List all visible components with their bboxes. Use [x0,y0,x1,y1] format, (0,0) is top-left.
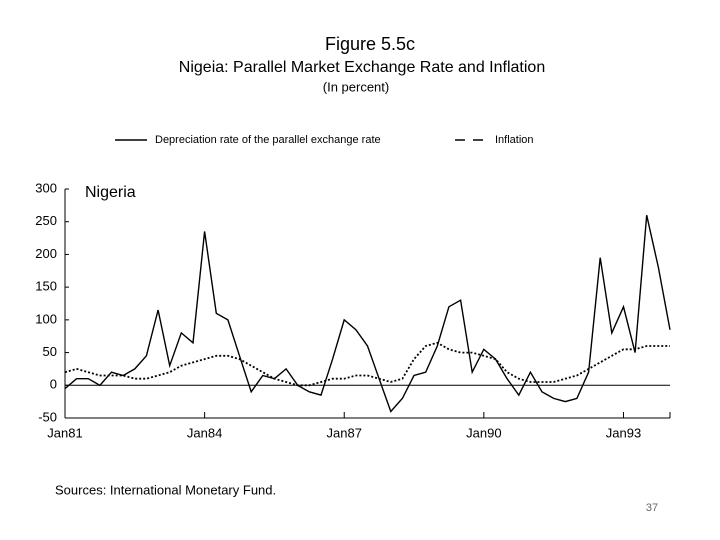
y-tick-label: 150 [35,279,57,294]
x-tick-label: Jan87 [327,425,362,440]
chart-title: Figure 5.5c [325,34,415,54]
x-tick-label: Jan93 [606,425,641,440]
y-tick-label: 0 [50,377,57,392]
y-tick-label: -50 [38,409,57,424]
source: Sources: International Monetary Fund. [55,482,276,497]
legend-label: Depreciation rate of the parallel exchan… [155,134,381,146]
annotation: Nigeria [85,184,136,201]
page-number: 37 [646,502,658,514]
y-tick-label: 200 [35,246,57,261]
x-tick-label: Jan84 [187,425,222,440]
chart-subtitle: Nigeia: Parallel Market Exchange Rate an… [179,59,545,76]
legend-label: Inflation [495,134,534,146]
unit-note: (In percent) [323,79,389,94]
x-tick-label: Jan81 [47,425,82,440]
series-line [64,341,670,387]
series-line [64,215,671,413]
y-tick-label: 50 [43,344,57,359]
y-tick-label: 250 [35,213,57,228]
x-tick-label: Jan90 [466,425,501,440]
y-tick-label: 100 [35,311,57,326]
y-tick-label: 300 [35,180,57,195]
